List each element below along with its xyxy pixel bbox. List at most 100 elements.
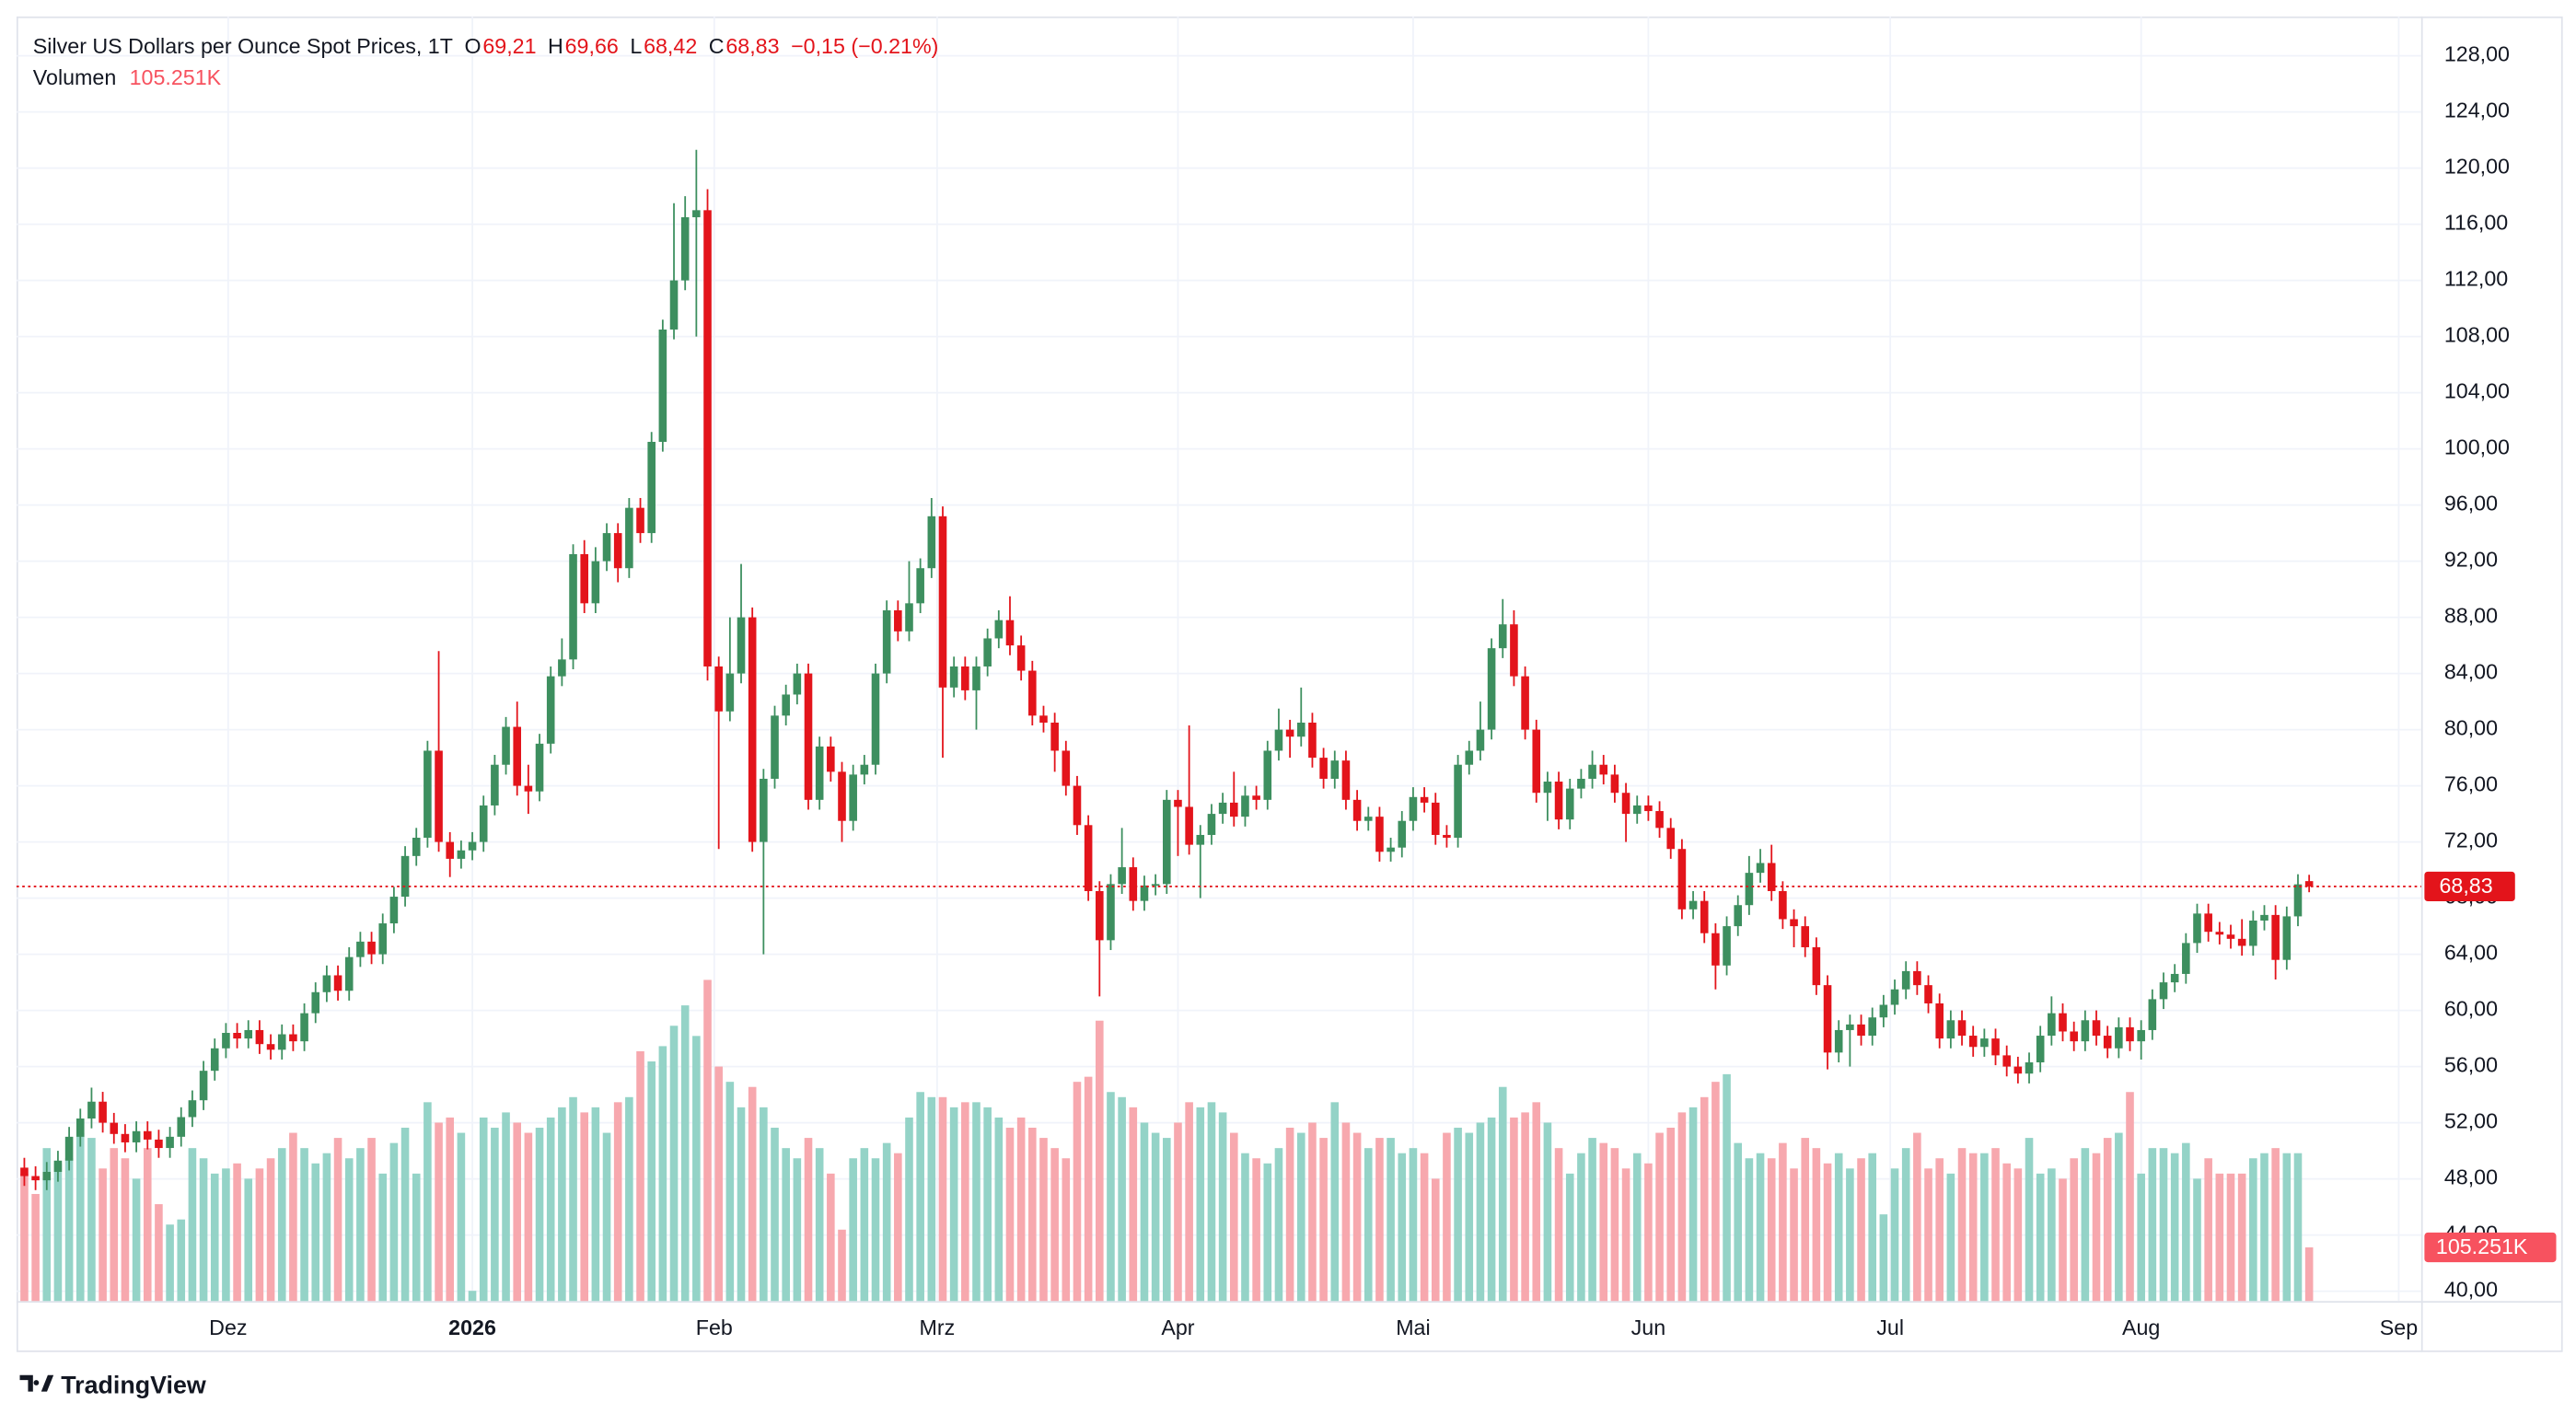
legend-value: 68,83	[725, 34, 779, 58]
volume-bar	[322, 1153, 331, 1302]
volume-bar	[669, 1026, 679, 1302]
candle-body	[64, 1136, 74, 1161]
candle-body	[513, 726, 522, 786]
candle-body	[1308, 722, 1317, 759]
candle-body	[468, 841, 477, 851]
volume-bar	[143, 1148, 152, 1302]
candle-body	[2092, 1020, 2101, 1037]
candle-body	[1073, 785, 1082, 826]
candle-body	[132, 1130, 141, 1142]
volume-bar	[827, 1173, 835, 1302]
volume-bar	[1431, 1178, 1440, 1302]
volume-bar	[277, 1148, 286, 1302]
candle-body	[714, 666, 723, 712]
candle-body	[2048, 1013, 2056, 1037]
candle-body	[424, 750, 432, 839]
volume-bar	[938, 1096, 947, 1302]
volume-bar	[1319, 1138, 1328, 1302]
candle-body	[827, 746, 835, 772]
volume-bar	[894, 1153, 902, 1302]
volume-bar	[1096, 1020, 1104, 1302]
y-tick-label: 84,00	[2444, 660, 2498, 684]
volume-bar	[1443, 1132, 1451, 1302]
volume-bar	[793, 1158, 802, 1302]
volume-bar	[2237, 1173, 2246, 1302]
volume-bar	[1387, 1138, 1395, 1302]
candle-body	[1924, 985, 1932, 1003]
candle-body	[927, 516, 936, 569]
volume-bar	[2193, 1178, 2201, 1302]
volume-bar	[748, 1086, 757, 1302]
candle-body	[1677, 849, 1687, 910]
volume-bar	[64, 1158, 74, 1302]
candle-body	[1084, 825, 1093, 891]
candle-body	[1420, 796, 1429, 803]
candle-body	[266, 1044, 275, 1050]
volume-bar	[1980, 1153, 1989, 1302]
candle-body	[1341, 760, 1351, 800]
legend-key: L	[630, 34, 642, 58]
candle-body	[166, 1136, 174, 1149]
volume-bar	[42, 1148, 52, 1302]
volume-bar	[99, 1168, 107, 1302]
volume-bar	[1677, 1112, 1687, 1302]
volume-bar	[871, 1158, 880, 1302]
candle-body	[143, 1130, 152, 1140]
volume-bar	[199, 1158, 208, 1302]
volume-bar	[2170, 1153, 2179, 1302]
y-tick-label: 52,00	[2444, 1109, 2498, 1133]
volume-bar	[1823, 1163, 1832, 1302]
volume-bar	[882, 1142, 891, 1302]
candle-body	[1913, 970, 1921, 986]
candle-body	[87, 1101, 96, 1119]
candle-body	[760, 778, 768, 842]
candle-body	[1129, 867, 1138, 901]
candle-body	[1688, 900, 1698, 910]
candle-body	[938, 516, 947, 688]
volume-bar	[2002, 1163, 2011, 1302]
candle-body	[1218, 802, 1227, 815]
volume-bar	[1073, 1082, 1082, 1302]
volume-bar	[2182, 1142, 2190, 1302]
candle-body	[300, 1013, 308, 1042]
volume-bar	[289, 1132, 297, 1302]
volume-bar	[1050, 1148, 1059, 1302]
volume-bar	[1621, 1168, 1630, 1302]
volume-bar	[1532, 1102, 1541, 1302]
candle-body	[1174, 799, 1182, 807]
candle-body	[1745, 873, 1754, 906]
volume-bar	[1901, 1148, 1910, 1302]
candle-body	[188, 1100, 197, 1118]
candle-body	[1846, 1024, 1854, 1030]
candle-body	[793, 673, 802, 695]
y-tick-label: 104,00	[2444, 379, 2510, 403]
volume-bar	[2215, 1173, 2224, 1302]
volume-bar	[446, 1117, 455, 1302]
candle-body	[1229, 802, 1238, 817]
volume-bar	[2036, 1173, 2045, 1302]
volume-bar	[2260, 1153, 2269, 1302]
candle-body	[1498, 624, 1507, 649]
candle-body	[748, 617, 757, 842]
volume-bar	[1398, 1153, 1407, 1302]
volume-bar	[1062, 1158, 1071, 1302]
volume-bar	[1252, 1158, 1260, 1302]
candle-body	[110, 1122, 119, 1134]
candle-body	[2170, 973, 2179, 983]
x-tick-label: Aug	[2122, 1315, 2160, 1339]
candle-body	[2025, 1062, 2034, 1074]
volume-bar	[1476, 1122, 1485, 1302]
volume-bar	[1846, 1168, 1854, 1302]
candle-body	[1510, 624, 1518, 677]
candle-body	[2304, 881, 2314, 887]
volume-bar	[1834, 1153, 1843, 1302]
y-tick-label: 128,00	[2444, 42, 2510, 66]
candle-body	[2126, 1026, 2134, 1042]
y-tick-label: 60,00	[2444, 997, 2498, 1021]
volume-bar	[1767, 1158, 1776, 1302]
last-price-tag	[2424, 871, 2515, 902]
volume-bar	[1118, 1096, 1126, 1302]
volume-bar	[636, 1050, 644, 1302]
candle-body	[602, 533, 611, 562]
volume-bar	[2226, 1173, 2235, 1302]
